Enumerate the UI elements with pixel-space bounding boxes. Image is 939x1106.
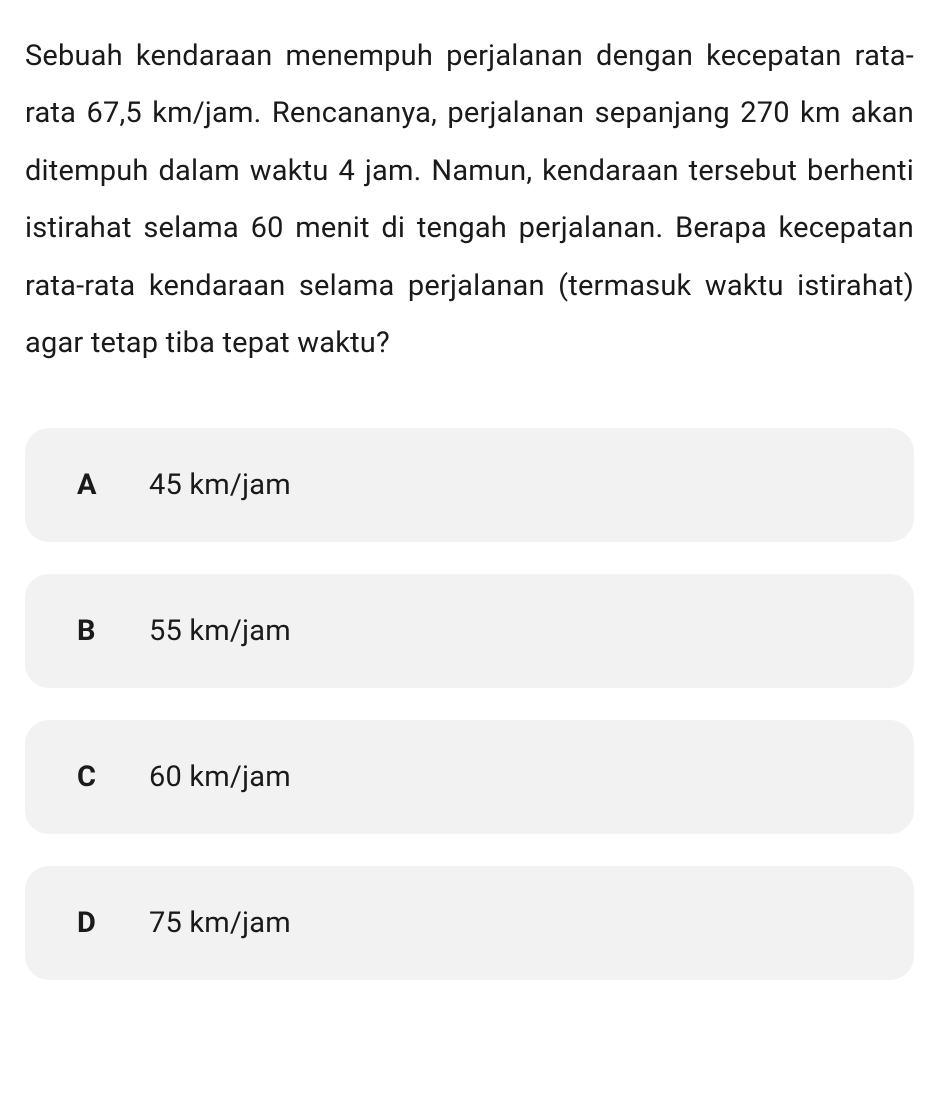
option-text: 45 km/jam — [149, 468, 291, 502]
option-b[interactable]: B 55 km/jam — [25, 574, 914, 688]
option-letter: C — [77, 760, 149, 794]
option-letter: D — [77, 906, 149, 940]
question-text: Sebuah kendaraan menempuh perjalanan den… — [25, 28, 914, 372]
option-text: 55 km/jam — [149, 614, 291, 648]
option-a[interactable]: A 45 km/jam — [25, 428, 914, 542]
option-d[interactable]: D 75 km/jam — [25, 866, 914, 980]
option-letter: B — [77, 614, 149, 648]
option-text: 75 km/jam — [149, 906, 291, 940]
option-c[interactable]: C 60 km/jam — [25, 720, 914, 834]
options-container: A 45 km/jam B 55 km/jam C 60 km/jam D 75… — [25, 428, 914, 980]
option-text: 60 km/jam — [149, 760, 291, 794]
option-letter: A — [77, 468, 149, 502]
